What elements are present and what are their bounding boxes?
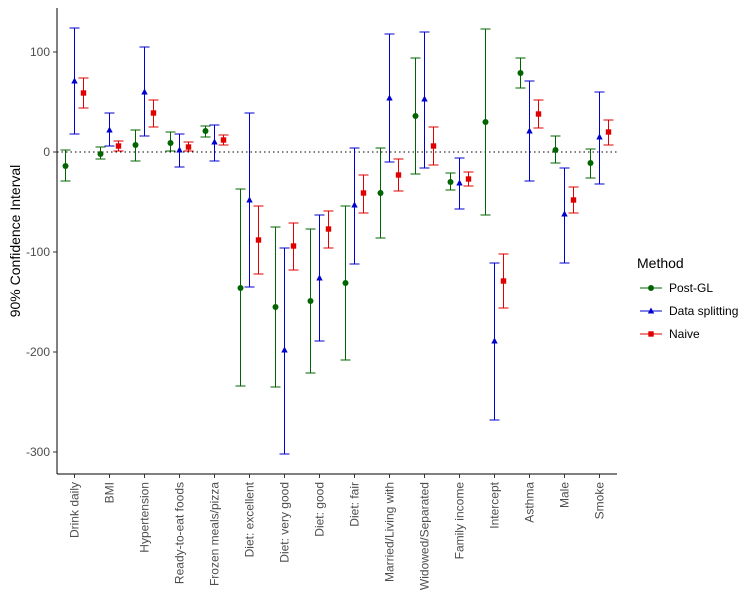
legend-item: Naive bbox=[640, 327, 700, 341]
y-tick-label: 0 bbox=[43, 145, 50, 159]
series-layer bbox=[60, 27, 614, 455]
x-tick-label: Diet: excellent bbox=[243, 481, 257, 557]
point-estimate bbox=[246, 196, 253, 203]
x-tick-label: Diet: fair bbox=[348, 482, 362, 527]
x-tick-label: Intercept bbox=[488, 481, 502, 528]
point-estimate bbox=[255, 237, 262, 243]
point-estimate bbox=[176, 146, 183, 153]
point-estimate bbox=[272, 304, 279, 310]
point-estimate bbox=[307, 298, 314, 304]
x-ticks: Drink daily BMI Hypertension Ready-to-eat f… bbox=[68, 474, 607, 590]
x-tick-label: Ready-to-eat foods bbox=[173, 482, 187, 584]
y-tick-label: -200 bbox=[26, 345, 50, 359]
point-estimate bbox=[386, 94, 393, 101]
point-estimate bbox=[97, 151, 104, 157]
y-tick-label: -300 bbox=[26, 445, 50, 459]
point-estimate bbox=[281, 346, 288, 353]
point-estimate bbox=[561, 210, 568, 217]
point-estimate bbox=[106, 126, 113, 133]
point-estimate bbox=[141, 88, 148, 95]
x-tick-label: Frozen meals/pizza bbox=[208, 482, 222, 586]
legend-label: Naive bbox=[669, 327, 700, 341]
point-estimate bbox=[316, 274, 323, 281]
point-estimate bbox=[150, 110, 157, 116]
point-estimate bbox=[237, 285, 244, 291]
point-estimate bbox=[202, 128, 209, 134]
point-estimate bbox=[587, 160, 594, 166]
legend-title: Method bbox=[637, 255, 684, 271]
legend-key-marker bbox=[647, 307, 655, 314]
legend-label: Post-GL bbox=[669, 281, 713, 295]
point-estimate bbox=[80, 90, 87, 96]
point-estimate bbox=[211, 138, 218, 145]
series-data-splitting bbox=[69, 27, 605, 455]
point-estimate bbox=[325, 226, 332, 232]
x-tick-label: Male bbox=[558, 482, 572, 508]
point-estimate bbox=[570, 197, 577, 203]
x-tick-label: BMI bbox=[103, 482, 117, 503]
x-tick-label: Hypertension bbox=[138, 482, 152, 553]
point-estimate bbox=[482, 119, 489, 125]
point-estimate bbox=[185, 144, 192, 150]
legend-key-marker bbox=[648, 331, 654, 337]
y-tick-label: -100 bbox=[26, 245, 50, 259]
x-tick-label: Married/Living with bbox=[383, 482, 397, 582]
series-naive bbox=[78, 77, 614, 309]
x-tick-label: Smoke bbox=[593, 482, 607, 520]
point-estimate bbox=[491, 337, 498, 344]
point-estimate bbox=[377, 190, 384, 196]
point-estimate bbox=[596, 133, 603, 140]
point-estimate bbox=[526, 127, 533, 134]
point-estimate bbox=[421, 95, 428, 102]
point-estimate bbox=[62, 163, 69, 169]
point-estimate bbox=[412, 113, 419, 119]
series-post-gl bbox=[60, 28, 596, 388]
point-estimate bbox=[430, 143, 437, 149]
point-estimate bbox=[71, 77, 78, 84]
point-estimate bbox=[552, 147, 559, 153]
point-estimate bbox=[456, 179, 463, 186]
y-axis-title: 90% Confidence Interval bbox=[7, 165, 23, 318]
point-estimate bbox=[517, 70, 524, 76]
axes: -300 -200 -100 0 100 Drink daily BMI Hypertens… bbox=[26, 8, 617, 590]
point-estimate bbox=[115, 143, 122, 149]
x-tick-label: Widowed/Separated bbox=[418, 482, 432, 590]
x-tick-label: Drink daily bbox=[68, 482, 82, 538]
point-estimate bbox=[351, 201, 358, 208]
legend-item: Data splitting bbox=[640, 304, 738, 318]
point-estimate bbox=[220, 137, 227, 143]
legend-label: Data splitting bbox=[669, 304, 738, 318]
point-estimate bbox=[167, 140, 174, 146]
point-estimate bbox=[535, 111, 542, 117]
y-tick-label: 100 bbox=[30, 45, 50, 59]
point-estimate bbox=[342, 280, 349, 286]
legend-item: Post-GL bbox=[640, 281, 713, 295]
point-estimate bbox=[605, 129, 612, 135]
point-estimate bbox=[465, 176, 472, 182]
point-estimate bbox=[360, 190, 367, 196]
x-tick-label: Asthma bbox=[523, 482, 537, 523]
point-estimate bbox=[447, 179, 454, 185]
x-tick-label: Diet: very good bbox=[278, 482, 292, 563]
legend: Method Post-GL Data splitting Naive bbox=[637, 255, 738, 341]
x-tick-label: Family income bbox=[453, 482, 467, 560]
point-estimate bbox=[395, 172, 402, 178]
legend-items: Post-GL Data splitting Naive bbox=[640, 281, 738, 341]
point-estimate bbox=[500, 278, 507, 284]
legend-key-marker bbox=[648, 285, 654, 291]
y-ticks: -300 -200 -100 0 100 bbox=[26, 45, 57, 459]
point-estimate bbox=[132, 142, 139, 148]
x-tick-label: Diet: good bbox=[313, 482, 327, 537]
point-estimate bbox=[290, 243, 297, 249]
